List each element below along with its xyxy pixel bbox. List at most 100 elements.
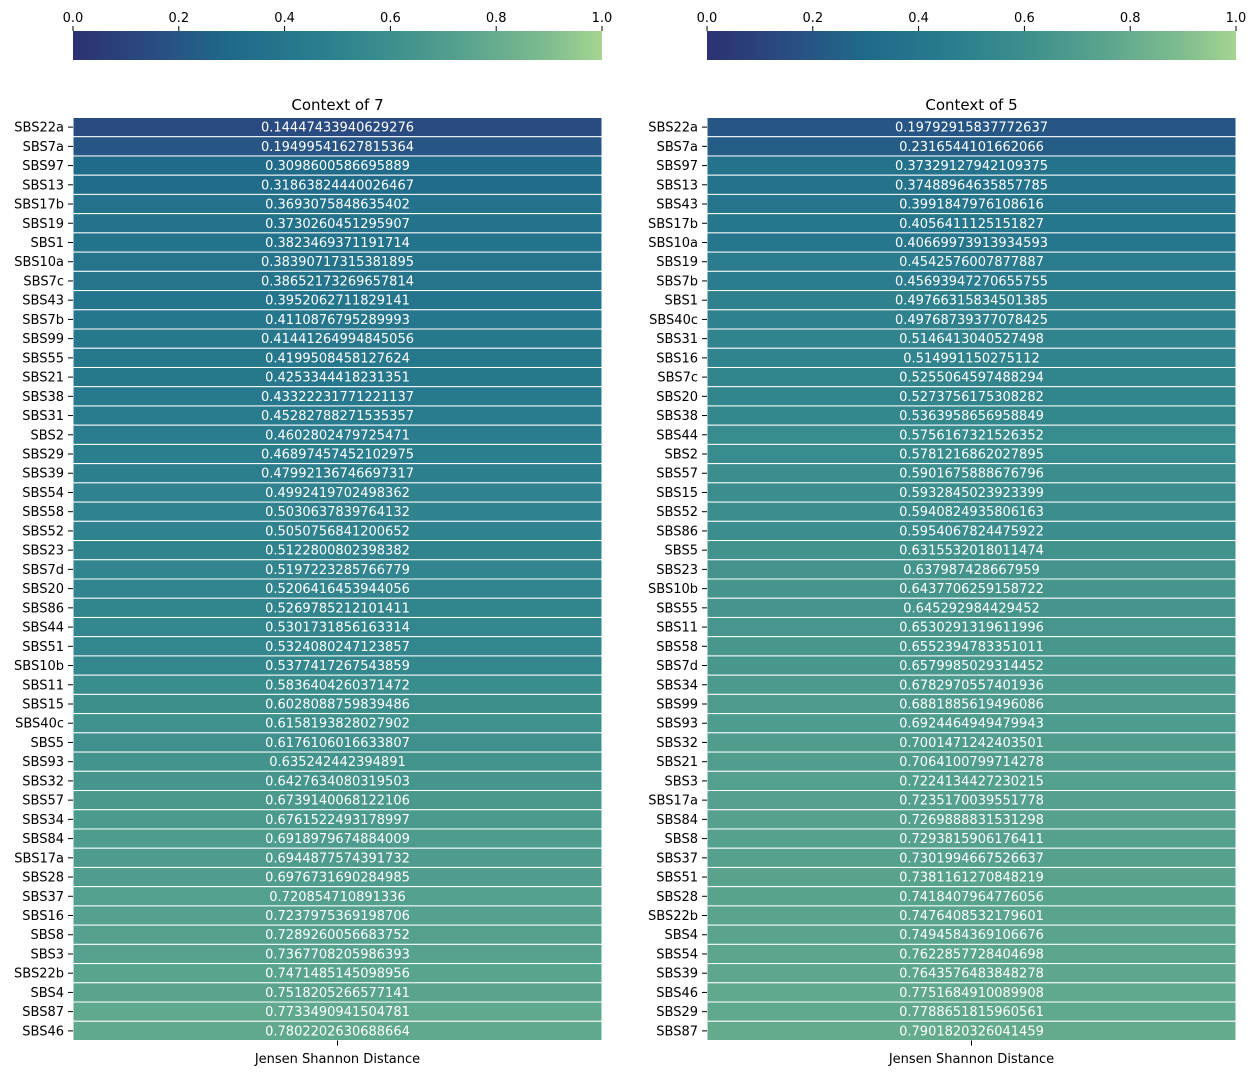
row-label: SBS13 [22,178,64,193]
cell-value-label: 0.7622857728404698 [899,947,1044,962]
row-label: SBS87 [22,1005,64,1020]
row-label: SBS28 [656,890,698,905]
row-label: SBS20 [656,390,698,405]
colorbar-tick-label: 0.2 [802,11,823,26]
row-label: SBS57 [656,467,698,482]
colorbar: 0.0 0.2 0.4 0.6 0.8 1.0 [63,11,612,60]
row-label: SBS21 [22,371,64,386]
row-label: SBS97 [22,159,64,174]
cell-value-label: 0.5146413040527498 [899,332,1044,347]
colorbar-tick-label: 0.6 [1014,11,1035,26]
row-label: SBS7a [657,140,698,155]
colorbar-tick-label: 1.0 [1226,11,1247,26]
cell-value-label: 0.6761522493178997 [265,813,410,828]
row-label: SBS7d [22,563,64,578]
row-label: SBS5 [665,544,698,559]
row-label: SBS37 [656,851,698,866]
cell-value-label: 0.6739140068122106 [265,794,410,809]
cell-value-label: 0.7643576483848278 [899,967,1044,982]
cell-value-label: 0.4056411125151827 [899,217,1044,232]
row-label: SBS39 [656,967,698,982]
row-label: SBS13 [656,178,698,193]
cell-value-label: 0.19499541627815364 [261,140,414,155]
cell-value-label: 0.3991847976108616 [899,198,1044,213]
cell-value-label: 0.45282788271535357 [261,409,414,424]
row-label: SBS2 [31,428,64,443]
row-label: SBS28 [22,871,64,886]
cell-value-label: 0.2316544101662066 [899,140,1044,155]
row-label: SBS31 [656,332,698,347]
cell-value-label: 0.5269785212101411 [265,601,410,616]
row-label: SBS54 [656,947,698,962]
cell-value-label: 0.5206416453944056 [265,582,410,597]
row-label: SBS84 [656,813,698,828]
row-label: SBS3 [665,774,698,789]
cell-value-label: 0.4110876795289993 [265,313,410,328]
cell-value-label: 0.720854710891336 [269,890,405,905]
cell-value-label: 0.7518205266577141 [265,986,410,1001]
cell-value-label: 0.41441264994845056 [261,332,414,347]
row-label: SBS31 [22,409,64,424]
cell-value-label: 0.7802202630688664 [265,1024,410,1039]
cell-value-label: 0.6176106016633807 [265,736,410,751]
cell-value-label: 0.4542576007877887 [899,255,1044,270]
cell-value-label: 0.7367708205986393 [265,947,410,962]
cell-value-label: 0.6530291319611996 [899,621,1044,636]
panel-title: Context of 7 [291,96,383,114]
row-label: SBS4 [665,928,698,943]
row-label: SBS97 [656,159,698,174]
cell-value-label: 0.6437706259158722 [899,582,1044,597]
cell-value-label: 0.7237975369198706 [265,909,410,924]
cell-value-label: 0.6976731690284985 [265,871,410,886]
colorbar-tick-label: 0.0 [63,11,84,26]
row-label: SBS32 [656,736,698,751]
colorbar-gradient [73,31,602,60]
cell-value-label: 0.6552394783351011 [899,640,1044,655]
row-label: SBS10a [14,255,64,270]
cell-value-label: 0.645292984429452 [903,601,1039,616]
row-label: SBS39 [22,467,64,482]
cell-value-label: 0.6579985029314452 [899,659,1044,674]
row-label: SBS7b [656,274,698,289]
cell-value-label: 0.5255064597488294 [899,371,1044,386]
row-label: SBS34 [22,813,64,828]
cell-value-label: 0.6782970557401936 [899,678,1044,693]
row-label: SBS58 [22,505,64,520]
row-label: SBS29 [656,1005,698,1020]
cell-value-label: 0.5836404260371472 [265,678,410,693]
row-label: SBS44 [656,428,698,443]
cell-value-label: 0.7001471242403501 [899,736,1044,751]
colorbar-tick-label: 0.8 [1120,11,1141,26]
cell-value-label: 0.7381161270848219 [899,871,1044,886]
cell-value-label: 0.5954067824475922 [899,524,1044,539]
row-label: SBS16 [656,351,698,366]
cell-value-label: 0.635242442394891 [269,755,405,770]
row-label: SBS17b [648,217,698,232]
cell-value-label: 0.7289260056683752 [265,928,410,943]
row-label: SBS11 [656,621,698,636]
row-label: SBS15 [22,697,64,712]
row-label: SBS51 [22,640,64,655]
cell-value-label: 0.6881885619496086 [899,697,1044,712]
cell-value-label: 0.5940824935806163 [899,505,1044,520]
cell-value-label: 0.7293815906176411 [899,832,1044,847]
row-label: SBS29 [22,448,64,463]
cell-value-label: 0.5030637839764132 [265,505,410,520]
cell-value-label: 0.7269888831531298 [899,813,1044,828]
cell-value-label: 0.3730260451295907 [265,217,410,232]
cell-value-label: 0.43322231771221137 [261,390,414,405]
row-label: SBS19 [22,217,64,232]
cell-value-label: 0.47992136746697317 [261,467,414,482]
cell-value-label: 0.7751684910089908 [899,986,1044,1001]
cell-value-label: 0.5273756175308282 [899,390,1044,405]
cell-value-label: 0.40669973913934593 [895,236,1048,251]
cell-value-label: 0.6028088759839486 [265,697,410,712]
row-label: SBS46 [656,986,698,1001]
x-axis-label: Jensen Shannon Distance [888,1052,1054,1067]
cell-value-label: 0.7476408532179601 [899,909,1044,924]
row-label: SBS86 [656,524,698,539]
cell-value-label: 0.31863824440026467 [261,178,414,193]
row-label: SBS40c [649,313,698,328]
cell-value-label: 0.7418407964776056 [899,890,1044,905]
